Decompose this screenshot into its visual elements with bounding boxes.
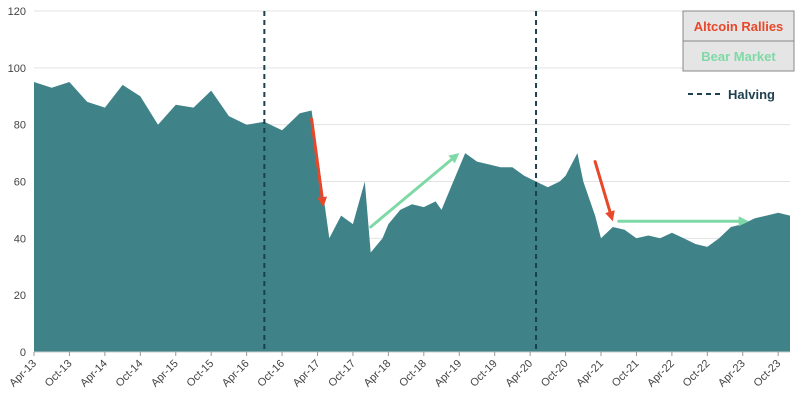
y-tick-label: 100	[8, 63, 26, 75]
y-tick-label: 120	[8, 6, 26, 18]
y-tick-label: 40	[14, 233, 26, 245]
x-tick-label: Oct-19	[468, 358, 500, 390]
area-series	[34, 82, 790, 352]
legend-halving-label: Halving	[728, 87, 775, 102]
altcoin-arrow	[593, 160, 615, 222]
x-tick-label: Apr-22	[645, 358, 677, 390]
legend-altcoin-box	[682, 10, 795, 42]
x-tick-label: Apr-15	[149, 358, 181, 390]
x-axis-ticks: Apr-13 Oct-13 Apr-14 Oct-14 Apr-15 Oct-15 Apr-…	[7, 351, 790, 390]
x-tick-label: Apr-21	[574, 358, 606, 390]
x-tick-label: Oct-14	[114, 358, 146, 390]
legend: Altcoin Rallies Bear Market Halving	[682, 10, 795, 102]
y-tick-label: 0	[20, 347, 26, 359]
bear-arrow	[369, 153, 460, 229]
altcoin-arrow	[310, 117, 328, 208]
x-tick-label: Oct-21	[610, 358, 642, 390]
legend-altcoin-label: Altcoin Rallies	[694, 19, 784, 34]
halving-markers	[263, 11, 538, 352]
x-tick-label: Apr-17	[291, 358, 323, 390]
y-tick-label: 20	[14, 290, 26, 302]
y-tick-label: 80	[14, 120, 26, 132]
x-tick-label: Oct-20	[539, 358, 571, 390]
x-tick-label: Apr-14	[78, 358, 110, 390]
y-axis-ticks: 0 20 40 60 80 100 120	[8, 6, 26, 359]
x-tick-label: Oct-22	[681, 358, 713, 390]
arrow-annotations	[310, 117, 749, 229]
x-tick-label: Apr-13	[7, 358, 39, 390]
x-tick-label: Apr-20	[503, 358, 535, 390]
legend-bear-box	[682, 40, 795, 72]
x-tick-label: Oct-13	[43, 358, 75, 390]
x-tick-label: Oct-17	[326, 358, 358, 390]
y-tick-label: 60	[14, 177, 26, 189]
x-tick-label: Apr-19	[433, 358, 465, 390]
x-tick-label: Oct-23	[751, 358, 783, 390]
x-tick-label: Oct-18	[397, 358, 429, 390]
x-tick-label: Apr-18	[362, 358, 394, 390]
bear-arrow	[617, 216, 749, 227]
x-tick-label: Apr-23	[716, 358, 748, 390]
legend-bear-label: Bear Market	[701, 49, 776, 64]
x-tick-label: Oct-16	[255, 358, 287, 390]
x-tick-label: Oct-15	[184, 358, 216, 390]
x-tick-label: Apr-16	[220, 358, 252, 390]
